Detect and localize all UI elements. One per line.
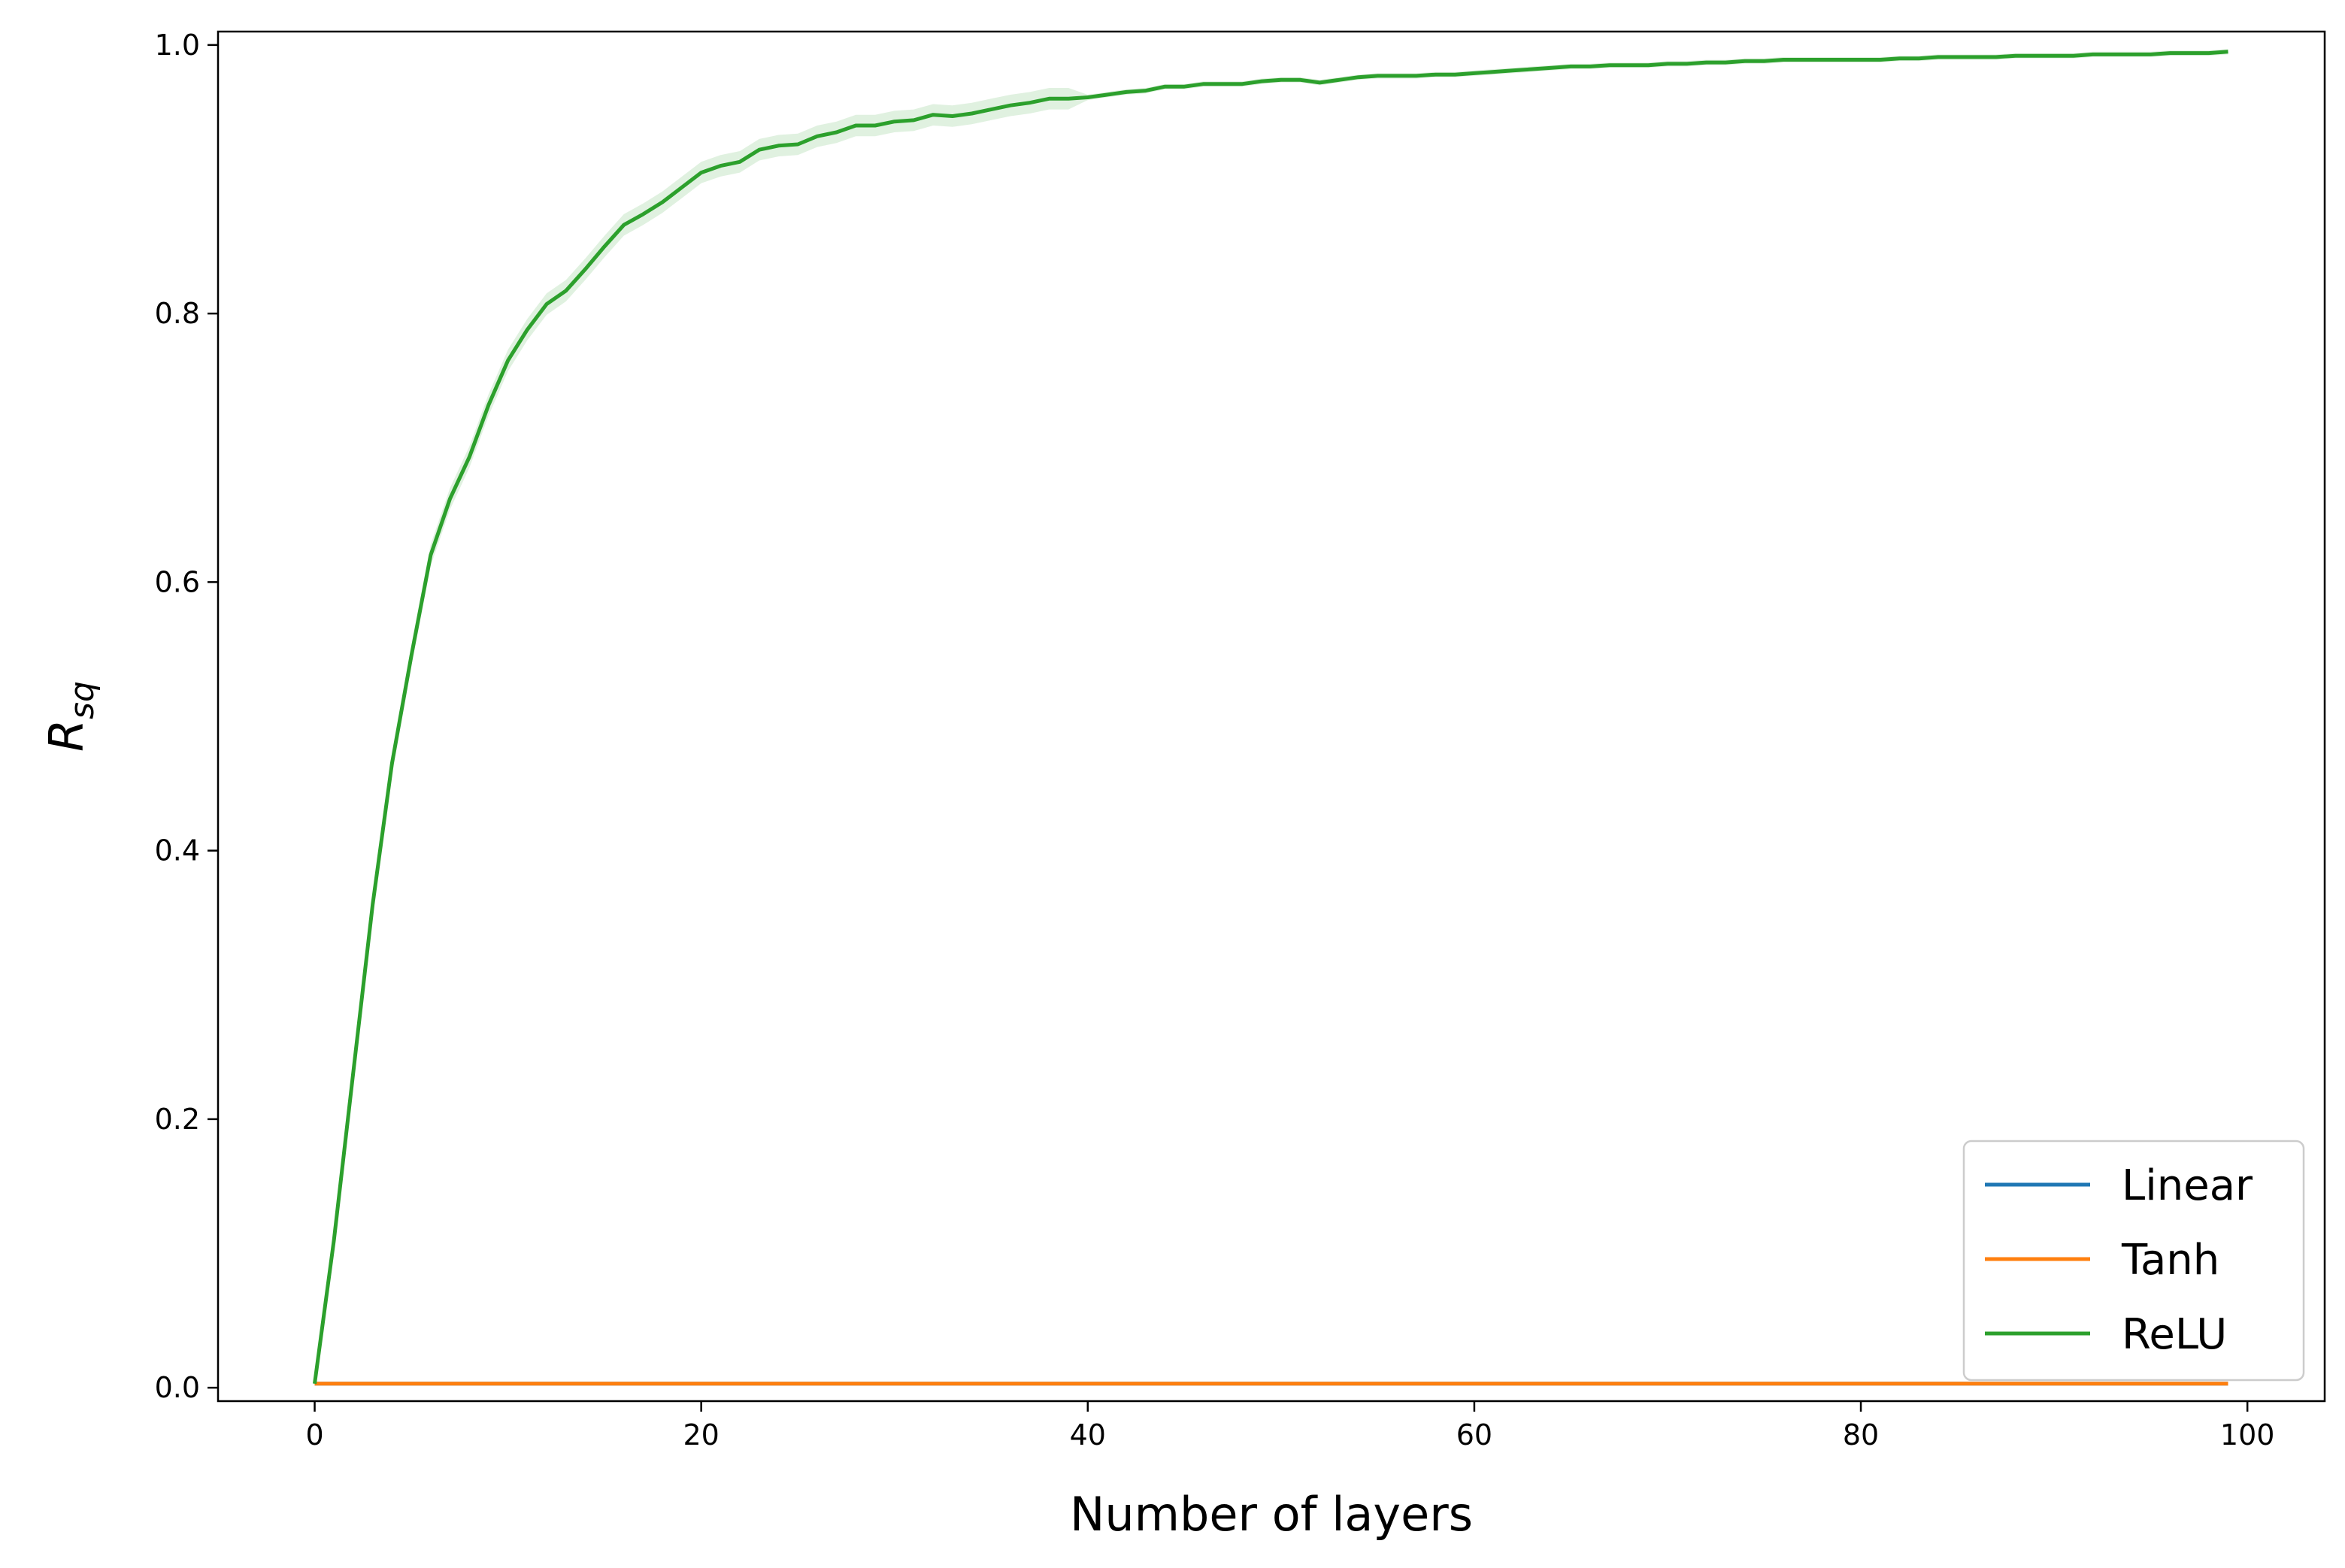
series-lines [313,50,2228,1386]
x-tick-label: 0 [305,1418,323,1451]
x-tick-label: 40 [1070,1418,1106,1451]
x-axis-label: Number of layers [1070,1487,1473,1542]
series-line-relu [313,50,2228,1385]
x-tick-label: 80 [1843,1418,1879,1451]
legend-label-relu: ReLU [2122,1310,2227,1359]
x-tick-label: 100 [2220,1418,2275,1451]
x-tick-label: 60 [1456,1418,1492,1451]
y-axis-label-subscript: sq [63,681,101,719]
y-tick-label: 0.6 [155,565,200,598]
legend: Linear Tanh ReLU [1962,1140,2305,1382]
y-tick-label: 1.0 [155,29,200,62]
y-axis-label-base: R [39,719,94,752]
x-tick-label: 20 [683,1418,719,1451]
legend-label-linear: Linear [2122,1161,2253,1210]
legend-box [1962,1140,2305,1382]
y-tick-label: 0.0 [155,1371,200,1404]
y-tick-label: 0.2 [155,1103,200,1136]
y-axis-ticks: 0.0 0.2 0.4 0.6 0.8 1.0 [155,29,218,1404]
y-axis-label: Rsq [39,681,101,752]
y-tick-label: 0.8 [155,297,200,330]
plot-frame [217,30,2326,1403]
legend-label-tanh: Tanh [2121,1236,2219,1285]
x-axis-ticks: 0 20 40 60 80 100 [305,1401,2274,1451]
y-tick-label: 0.4 [155,834,200,867]
